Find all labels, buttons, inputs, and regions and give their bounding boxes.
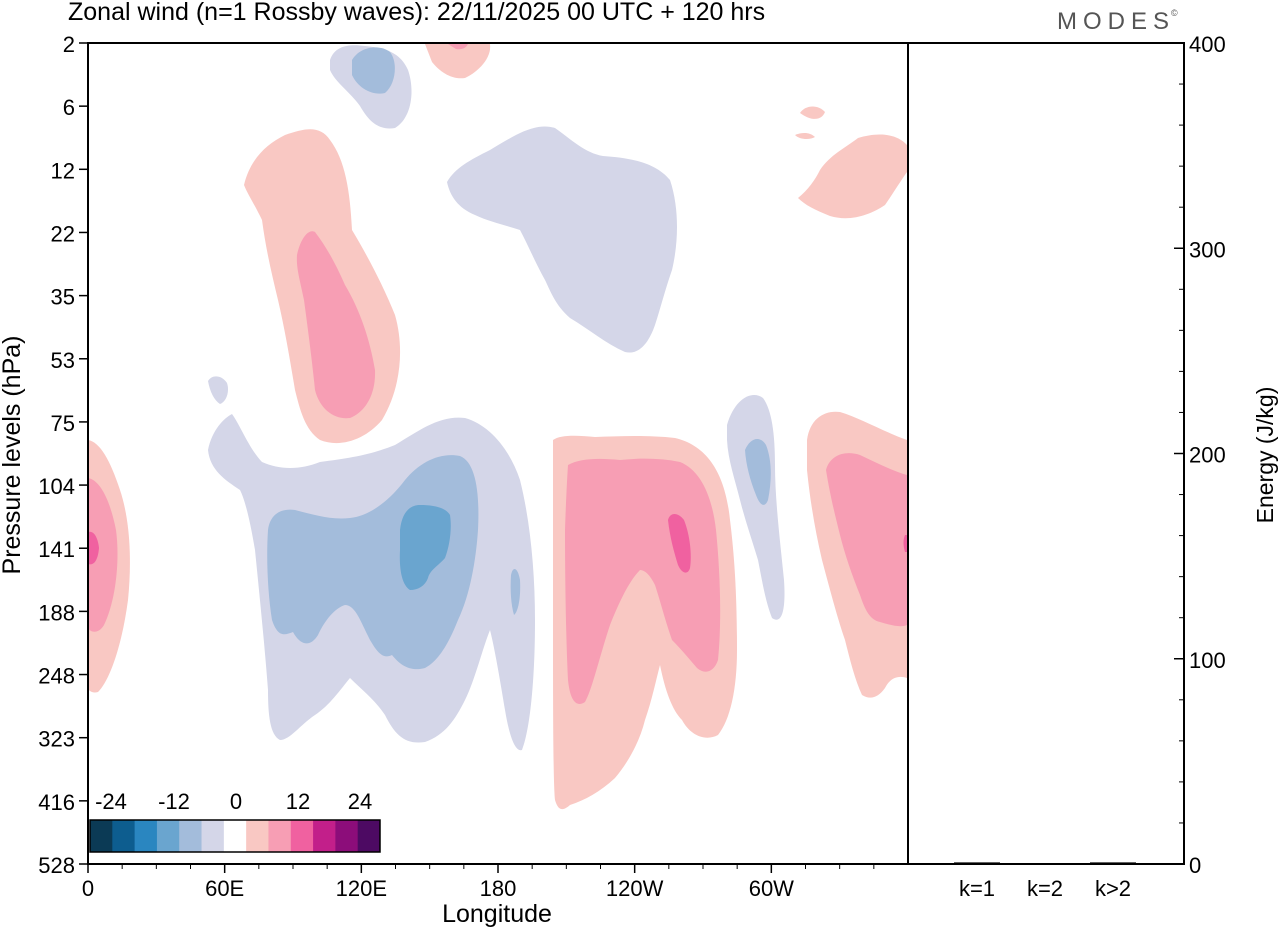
contour-region: [88, 531, 99, 565]
colorbar-border: [89, 819, 381, 853]
colorbar-swatch: [335, 820, 359, 852]
bar-category-label: k>2: [1095, 876, 1131, 901]
contour-region: [668, 514, 691, 573]
y-tick-label: 104: [38, 474, 75, 499]
colorbar-label: -24: [95, 789, 127, 814]
pressure-axis: 2 6 12 22 35 53 75 104 141 188 248 323 416 528: [38, 32, 88, 878]
y-tick-label: 12: [51, 158, 75, 183]
energy-bar: [954, 862, 1000, 864]
colorbar-swatch: [246, 820, 269, 852]
contour-region: [903, 535, 908, 552]
contour-region: [447, 126, 677, 353]
y-tick-label: 323: [38, 727, 75, 752]
x-tick-label: 60E: [205, 876, 244, 901]
colorbar-label: 12: [286, 789, 310, 814]
y-tick-label: 416: [38, 790, 75, 815]
colorbar-swatch: [357, 820, 381, 852]
contour-region: [798, 134, 907, 219]
energy-axis-label: Energy (J/kg): [1252, 387, 1278, 524]
colorbar-swatch: [134, 820, 158, 852]
brand-name: MODES: [1057, 8, 1176, 35]
energy-tick-label: 400: [1189, 32, 1226, 57]
energy-tick-label: 100: [1189, 648, 1226, 673]
colorbar-swatch: [90, 820, 113, 852]
colorbar-swatch: [223, 820, 247, 852]
colorbar-swatch: [290, 820, 314, 852]
colorbar-label: 0: [230, 789, 242, 814]
energy-tick-label: 300: [1189, 237, 1226, 262]
colorbar-swatch: [268, 820, 292, 852]
energy-bars: k=1 k=2 k>2: [954, 862, 1136, 901]
x-tick-label: 120E: [336, 876, 387, 901]
y-tick-label: 6: [63, 95, 75, 120]
colorbar-swatch: [179, 820, 203, 852]
colorbar-label: -12: [158, 789, 190, 814]
colorbar-swatch: [313, 820, 336, 852]
colorbar-label: 24: [348, 789, 372, 814]
brand-logo: MODES©: [1057, 8, 1178, 36]
y-tick-label: 248: [38, 664, 75, 689]
contour-region: [745, 438, 771, 505]
y-tick-label: 53: [51, 348, 75, 373]
energy-axis: 0 100 200 300 400: [1174, 32, 1226, 878]
y-tick-label: 528: [38, 853, 75, 878]
y-axis-label: Pressure levels (hPa): [0, 336, 26, 575]
contour-region: [795, 132, 815, 140]
contour-region: [425, 44, 491, 79]
colorbar: -24 -12 0 12 24: [88, 780, 381, 864]
y-tick-label: 2: [63, 32, 75, 57]
contour-region: [826, 453, 907, 627]
contour-region: [510, 568, 521, 615]
chart-title: Zonal wind (n=1 Rossby waves): 22/11/202…: [68, 0, 766, 26]
contour-region: [88, 478, 118, 632]
contour-field: [88, 44, 908, 864]
y-tick-label: 141: [38, 537, 75, 562]
energy-frame: [907, 42, 1185, 865]
energy-bar: [1022, 863, 1068, 864]
x-tick-label: 60W: [749, 876, 794, 901]
longitude-axis: 0 60E 120E 180 120W 60W: [82, 864, 875, 901]
colorbar-swatch: [156, 820, 180, 852]
contour-region: [208, 376, 229, 404]
y-tick-label: 35: [51, 285, 75, 310]
y-tick-label: 22: [51, 221, 75, 246]
x-axis-label: Longitude: [442, 900, 552, 928]
energy-bar: [1090, 862, 1136, 864]
bar-category-label: k=2: [1027, 876, 1063, 901]
contour-region: [800, 106, 825, 119]
x-tick-label: 180: [480, 876, 517, 901]
contour-region: [399, 505, 451, 590]
energy-tick-label: 0: [1189, 853, 1201, 878]
y-tick-label: 188: [38, 600, 75, 625]
contour-region: [296, 231, 376, 419]
colorbar-swatch: [112, 820, 136, 852]
x-tick-label: 120W: [606, 876, 664, 901]
y-tick-label: 75: [51, 411, 75, 436]
colorbar-swatch: [201, 820, 225, 852]
contour-region: [448, 44, 468, 50]
energy-tick-label: 200: [1189, 443, 1226, 468]
contour-region: [352, 47, 395, 94]
bar-category-label: k=1: [959, 876, 995, 901]
x-tick-label: 0: [82, 876, 94, 901]
contour-region: [727, 395, 785, 620]
brand-mark: ©: [1171, 8, 1178, 18]
